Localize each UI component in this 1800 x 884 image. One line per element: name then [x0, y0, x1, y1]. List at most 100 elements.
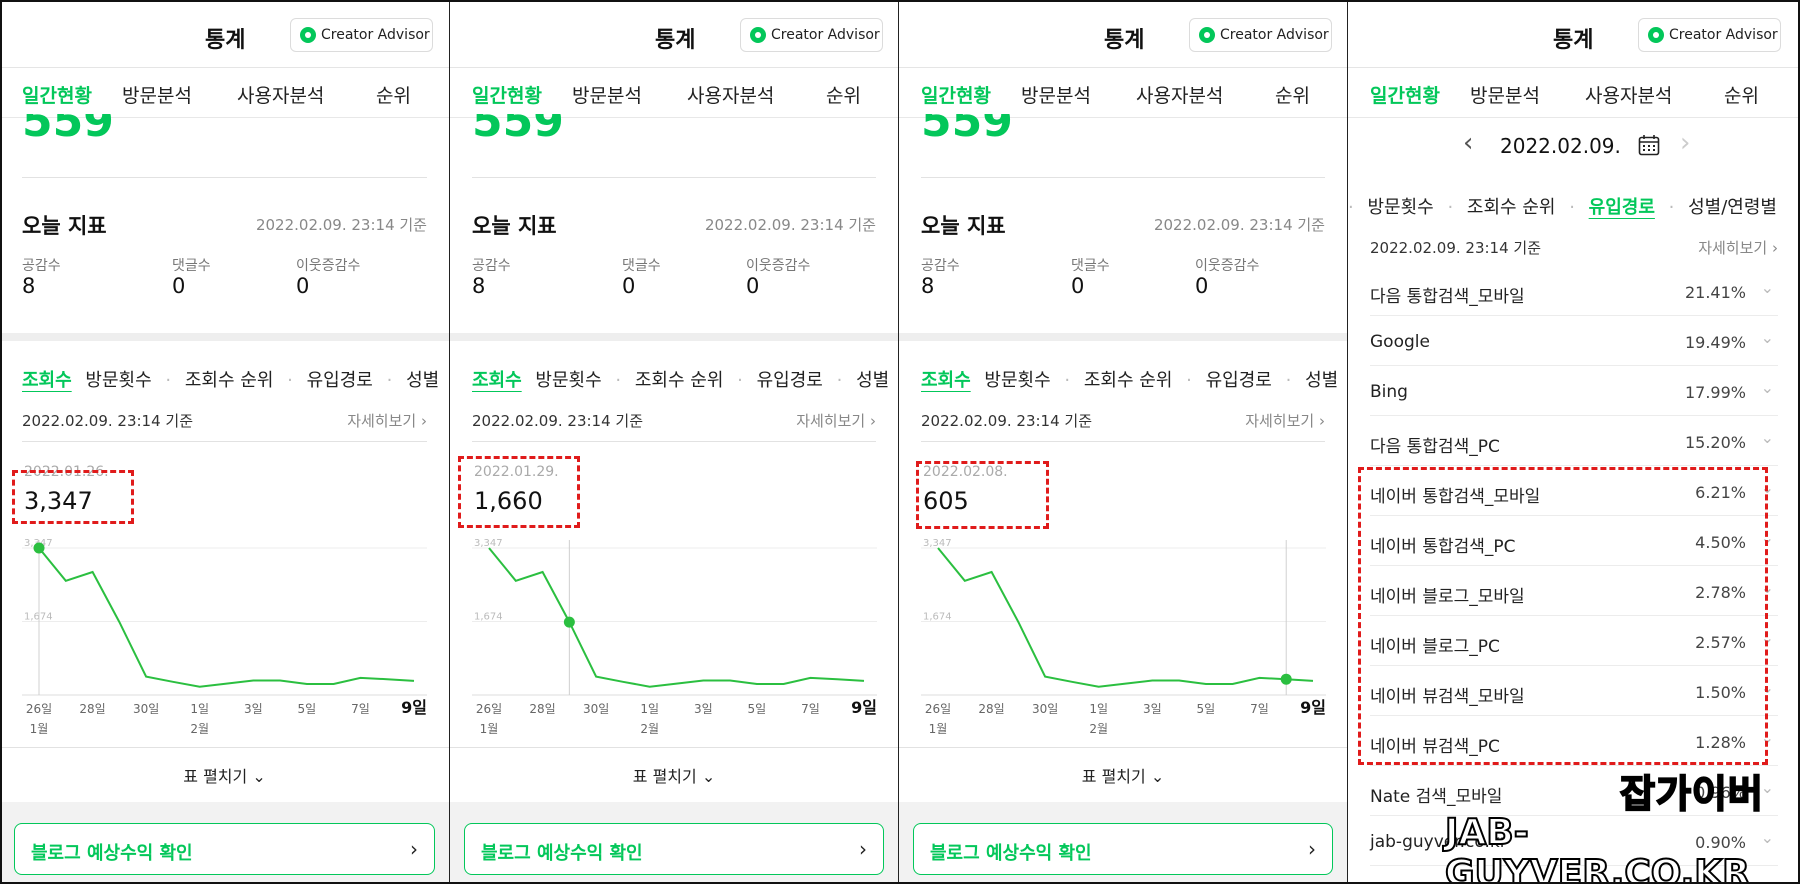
- nav-ranking[interactable]: 순위: [1275, 85, 1310, 107]
- data-point[interactable]: [1257, 676, 1261, 680]
- referrer-row[interactable]: 네이버 뷰검색_PC 1.28% ⌄: [1370, 716, 1778, 766]
- nav-user-analysis[interactable]: 사용자분석: [237, 85, 325, 107]
- referrer-row[interactable]: Bing 17.99% ⌄: [1370, 366, 1778, 416]
- tab-views[interactable]: 조회수: [472, 370, 522, 391]
- tab-referrer[interactable]: 유입경로: [1588, 197, 1655, 218]
- tab-gender[interactable]: 성별: [856, 370, 890, 391]
- more-link[interactable]: 자세히보기 ›: [1245, 412, 1325, 430]
- data-point[interactable]: [1016, 620, 1020, 624]
- data-point[interactable]: [648, 685, 652, 689]
- data-point[interactable]: [862, 679, 866, 683]
- nav-user-analysis[interactable]: 사용자분석: [1585, 85, 1673, 107]
- data-point[interactable]: [278, 679, 282, 683]
- selected-data-point[interactable]: [33, 542, 45, 554]
- data-point[interactable]: [621, 680, 625, 684]
- referrer-row[interactable]: 네이버 통합검색_PC 4.50% ⌄: [1370, 516, 1778, 566]
- data-point[interactable]: [1231, 682, 1235, 686]
- data-point[interactable]: [117, 620, 121, 624]
- nav-visit-analysis[interactable]: 방문분석: [572, 85, 642, 107]
- tab-gender-age[interactable]: 성별/연령별: [1688, 197, 1777, 218]
- blog-revenue-button[interactable]: 블로그 예상수익 확인 ›: [464, 823, 884, 875]
- tab-visits[interactable]: 방문횟수: [535, 370, 602, 391]
- referrer-row[interactable]: 네이버 블로그_PC 2.57% ⌄: [1370, 616, 1778, 666]
- selected-data-point[interactable]: [563, 616, 575, 628]
- nav-daily[interactable]: 일간현황: [1370, 85, 1440, 107]
- data-point[interactable]: [936, 546, 940, 550]
- nav-visit-analysis[interactable]: 방문분석: [1470, 85, 1540, 107]
- tab-visits[interactable]: 방문횟수: [85, 370, 152, 391]
- data-point[interactable]: [782, 682, 786, 686]
- data-point[interactable]: [198, 685, 202, 689]
- data-point[interactable]: [412, 679, 416, 683]
- referrer-row[interactable]: jab-guyver.co.kr 0.90% ⌄: [1370, 816, 1778, 866]
- data-point[interactable]: [1150, 679, 1154, 683]
- blog-revenue-button[interactable]: 블로그 예상수익 확인 ›: [913, 823, 1333, 875]
- data-point[interactable]: [1311, 679, 1315, 683]
- data-point[interactable]: [963, 579, 967, 583]
- data-point[interactable]: [835, 677, 839, 681]
- nav-visit-analysis[interactable]: 방문분석: [122, 85, 192, 107]
- data-point[interactable]: [1124, 682, 1128, 686]
- data-point[interactable]: [64, 579, 68, 583]
- data-point[interactable]: [358, 676, 362, 680]
- data-point[interactable]: [755, 682, 759, 686]
- more-link[interactable]: 자세히보기 ›: [347, 412, 427, 430]
- expand-table-button[interactable]: 표 펼치기 ⌄: [0, 763, 449, 787]
- data-point[interactable]: [541, 570, 545, 574]
- tab-visits[interactable]: 방문횟수: [1367, 197, 1434, 218]
- tab-visits[interactable]: 방문횟수: [984, 370, 1051, 391]
- calendar-icon[interactable]: [1638, 134, 1660, 156]
- tab-referrer[interactable]: 유입경로: [1205, 370, 1272, 391]
- data-point[interactable]: [675, 682, 679, 686]
- tab-view-ranking[interactable]: 조회수 순위: [184, 370, 274, 391]
- referrer-row[interactable]: 다음 통합검색_모바일 21.41% ⌄: [1370, 266, 1778, 316]
- data-point[interactable]: [701, 679, 705, 683]
- nav-daily[interactable]: 일간현황: [921, 85, 991, 107]
- data-point[interactable]: [728, 679, 732, 683]
- tab-view-ranking[interactable]: 조회수 순위: [634, 370, 724, 391]
- tab-gender[interactable]: 성별: [1305, 370, 1339, 391]
- referrer-row[interactable]: 네이버 블로그_모바일 2.78% ⌄: [1370, 566, 1778, 616]
- referrer-row[interactable]: 네이버 뷰검색_모바일 1.50% ⌄: [1370, 666, 1778, 716]
- data-point[interactable]: [1070, 680, 1074, 684]
- nav-visit-analysis[interactable]: 방문분석: [1021, 85, 1091, 107]
- tab-view-ranking[interactable]: 조회수 순위: [1083, 370, 1173, 391]
- nav-ranking[interactable]: 순위: [826, 85, 861, 107]
- creator-advisor-button[interactable]: Creator Advisor: [290, 18, 433, 52]
- data-point[interactable]: [1204, 682, 1208, 686]
- creator-advisor-button[interactable]: Creator Advisor: [1638, 18, 1781, 52]
- selected-data-point[interactable]: [1280, 673, 1292, 685]
- data-point[interactable]: [990, 570, 994, 574]
- data-point[interactable]: [171, 680, 175, 684]
- chevron-right-icon[interactable]: ›: [1680, 128, 1691, 158]
- data-point[interactable]: [514, 579, 518, 583]
- referrer-row[interactable]: 네이버 통합검색_모바일 6.21% ⌄: [1370, 466, 1778, 516]
- data-point[interactable]: [305, 682, 309, 686]
- data-point[interactable]: [1177, 679, 1181, 683]
- data-point[interactable]: [1097, 685, 1101, 689]
- blog-revenue-button[interactable]: 블로그 예상수익 확인 ›: [14, 823, 435, 875]
- tab-referrer[interactable]: 유입경로: [756, 370, 823, 391]
- data-point[interactable]: [385, 677, 389, 681]
- expand-table-button[interactable]: 표 펼치기 ⌄: [450, 763, 898, 787]
- tab-views[interactable]: 조회수: [921, 370, 971, 391]
- tab-views[interactable]: 조회수: [22, 370, 72, 391]
- creator-advisor-button[interactable]: Creator Advisor: [740, 18, 883, 52]
- more-link[interactable]: 자세히보기 ›: [1698, 239, 1778, 257]
- nav-ranking[interactable]: 순위: [376, 85, 411, 107]
- data-point[interactable]: [808, 676, 812, 680]
- data-point[interactable]: [487, 546, 491, 550]
- expand-table-button[interactable]: 표 펼치기 ⌄: [899, 763, 1347, 787]
- referrer-row[interactable]: Google 19.49% ⌄: [1370, 316, 1778, 366]
- data-point[interactable]: [91, 570, 95, 574]
- tab-gender[interactable]: 성별: [406, 370, 440, 391]
- chevron-left-icon[interactable]: ‹: [1463, 128, 1474, 158]
- nav-user-analysis[interactable]: 사용자분석: [1136, 85, 1224, 107]
- tab-referrer[interactable]: 유입경로: [306, 370, 373, 391]
- referrer-row[interactable]: Nate 검색_모바일 0.96% ⌄: [1370, 766, 1778, 816]
- data-point[interactable]: [332, 682, 336, 686]
- data-point[interactable]: [594, 675, 598, 679]
- data-point[interactable]: [251, 679, 255, 683]
